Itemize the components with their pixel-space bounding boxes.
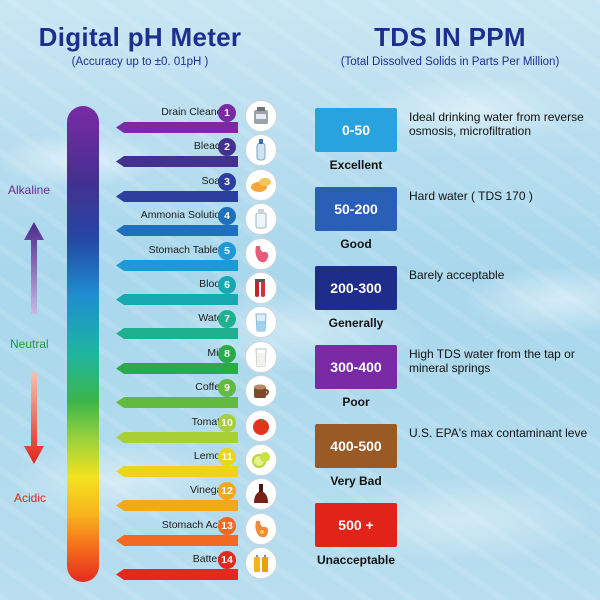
ph-substance-name: Battery (192, 553, 226, 566)
tds-description: Hard water ( TDS 170 ) (409, 189, 533, 203)
ph-value-badge: 7 (218, 310, 236, 329)
ph-substance-name: Lemon (193, 450, 226, 462)
ph-scale-row: Stomach Tablets 5 (112, 237, 278, 276)
ph-pointer-arrow (116, 259, 238, 271)
ph-pointer-arrow (116, 362, 238, 374)
ph-scale-row: Vinegar 12 (112, 478, 278, 516)
neutral-label: Neutral (10, 337, 49, 351)
ph-scale-row: Milk 8 (112, 340, 278, 379)
ph-scale-row: Drain Cleaner 1 (112, 100, 278, 138)
ph-scale-row: Battery 14 (112, 547, 278, 585)
tds-grade-label: Generally (328, 316, 384, 330)
ph-pointer-arrow (116, 397, 238, 409)
ph-scale-row: Bleach 2 (112, 134, 278, 172)
tds-range-box: 200-300 (315, 266, 397, 310)
stomach-icon (245, 237, 277, 270)
stomach-acid-icon (245, 512, 277, 545)
ph-value-badge: 6 (218, 276, 236, 294)
tds-description: High TDS water from the tap or mineral s… (409, 347, 575, 375)
ph-substance-name: Ammonia Solution (140, 209, 226, 222)
ph-value-badge: 14 (218, 551, 236, 570)
tds-grade-label: Excellent (329, 158, 383, 172)
ph-scale-row: Tomato 10 (112, 409, 278, 448)
tds-grade-label: Good (340, 237, 372, 251)
ph-value-badge: 9 (218, 379, 236, 398)
coffee-cup-icon (245, 375, 277, 408)
ph-substance-name: Tomato (191, 415, 226, 428)
tds-description: U.S. EPA's max contaminant leve (409, 426, 588, 440)
ph-pointer-arrow (116, 190, 238, 202)
ph-substance-name: Stomach Acid (161, 518, 226, 531)
ph-value-badge: 5 (218, 241, 236, 260)
ph-pointer-arrow (116, 156, 238, 168)
ph-pointer-arrow (116, 569, 238, 581)
ph-gradient-bar (67, 106, 99, 582)
tds-range-box: 0-50 (315, 108, 397, 152)
ph-scale-row: Blood 6 (112, 272, 278, 310)
ph-pointer-arrow (116, 466, 238, 477)
alkaline-label: Alkaline (8, 183, 51, 197)
ph-pointer-arrow (116, 328, 238, 340)
ammonia-bottle-icon (245, 203, 277, 236)
tds-grade-label: Poor (342, 395, 370, 409)
ph-value-badge: 4 (218, 207, 236, 226)
ph-pointer-arrow (116, 431, 238, 443)
blood-tubes-icon (245, 272, 277, 304)
ph-value-badge: 2 (218, 138, 236, 157)
milk-glass-icon (245, 340, 277, 373)
ph-value-badge: 8 (218, 344, 236, 363)
ph-meter-title: Digital pH Meter (38, 22, 242, 52)
vinegar-icon (245, 478, 277, 511)
water-glass-icon (245, 306, 277, 339)
ph-value-badge: 1 (218, 104, 236, 122)
ph-value-badge: 12 (218, 482, 236, 501)
tds-range-box: 300-400 (315, 345, 397, 389)
ph-pointer-arrow (116, 225, 238, 237)
ph-scale-row: Lemon 11 (112, 444, 278, 482)
ph-pointer-arrow (116, 294, 238, 305)
ph-value-badge: 3 (218, 172, 236, 191)
ph-value-badge: 13 (218, 516, 236, 535)
alkaline-arrow-icon (24, 222, 44, 314)
acidic-arrow-icon (24, 372, 44, 464)
tds-title: TDS IN PPM (374, 22, 526, 52)
ph-substance-name: Drain Cleaner (161, 106, 226, 118)
ph-scale-row: Stomach Acid 13 (112, 512, 278, 551)
ph-pointer-arrow (116, 122, 238, 133)
ph-value-badge: 10 (218, 413, 236, 432)
ph-meter-subtitle: (Accuracy up to ±0. 01pH ) (71, 56, 209, 68)
bleach-bottle-icon (245, 134, 277, 167)
ph-scale-row: Coffee 9 (112, 375, 278, 413)
tds-grade-label: Very Bad (330, 474, 382, 488)
drain-cleaner-icon (245, 100, 277, 132)
ph-substance-name: Vinegar (189, 484, 226, 497)
tds-range-box: 500 + (315, 503, 397, 547)
ph-scale-row: Water 7 (112, 306, 278, 344)
lemon-icon (245, 444, 277, 476)
ph-substance-name: Bleach (193, 140, 226, 153)
tds-description: Barely acceptable (409, 268, 505, 282)
tds-grade-label: Unacceptable (316, 553, 396, 567)
tds-subtitle: (Total Dissolved Solids in Parts Per Mil… (340, 56, 560, 68)
tds-range-box: 400-500 (315, 424, 397, 468)
ph-value-badge: 11 (218, 448, 236, 466)
tomato-icon (245, 409, 277, 442)
acidic-label: Acidic (14, 491, 47, 505)
soap-icon (245, 168, 277, 201)
battery-icon (245, 547, 277, 580)
ph-scale-row: Soap 3 (112, 168, 278, 207)
tds-description: Ideal drinking water from reverse osmosi… (409, 110, 584, 138)
ph-pointer-arrow (116, 500, 238, 512)
ph-pointer-arrow (116, 534, 238, 546)
ph-substance-name: Stomach Tablets (148, 243, 226, 256)
ph-scale-row: Ammonia Solution 4 (112, 203, 278, 241)
tds-range-box: 50-200 (315, 187, 397, 231)
